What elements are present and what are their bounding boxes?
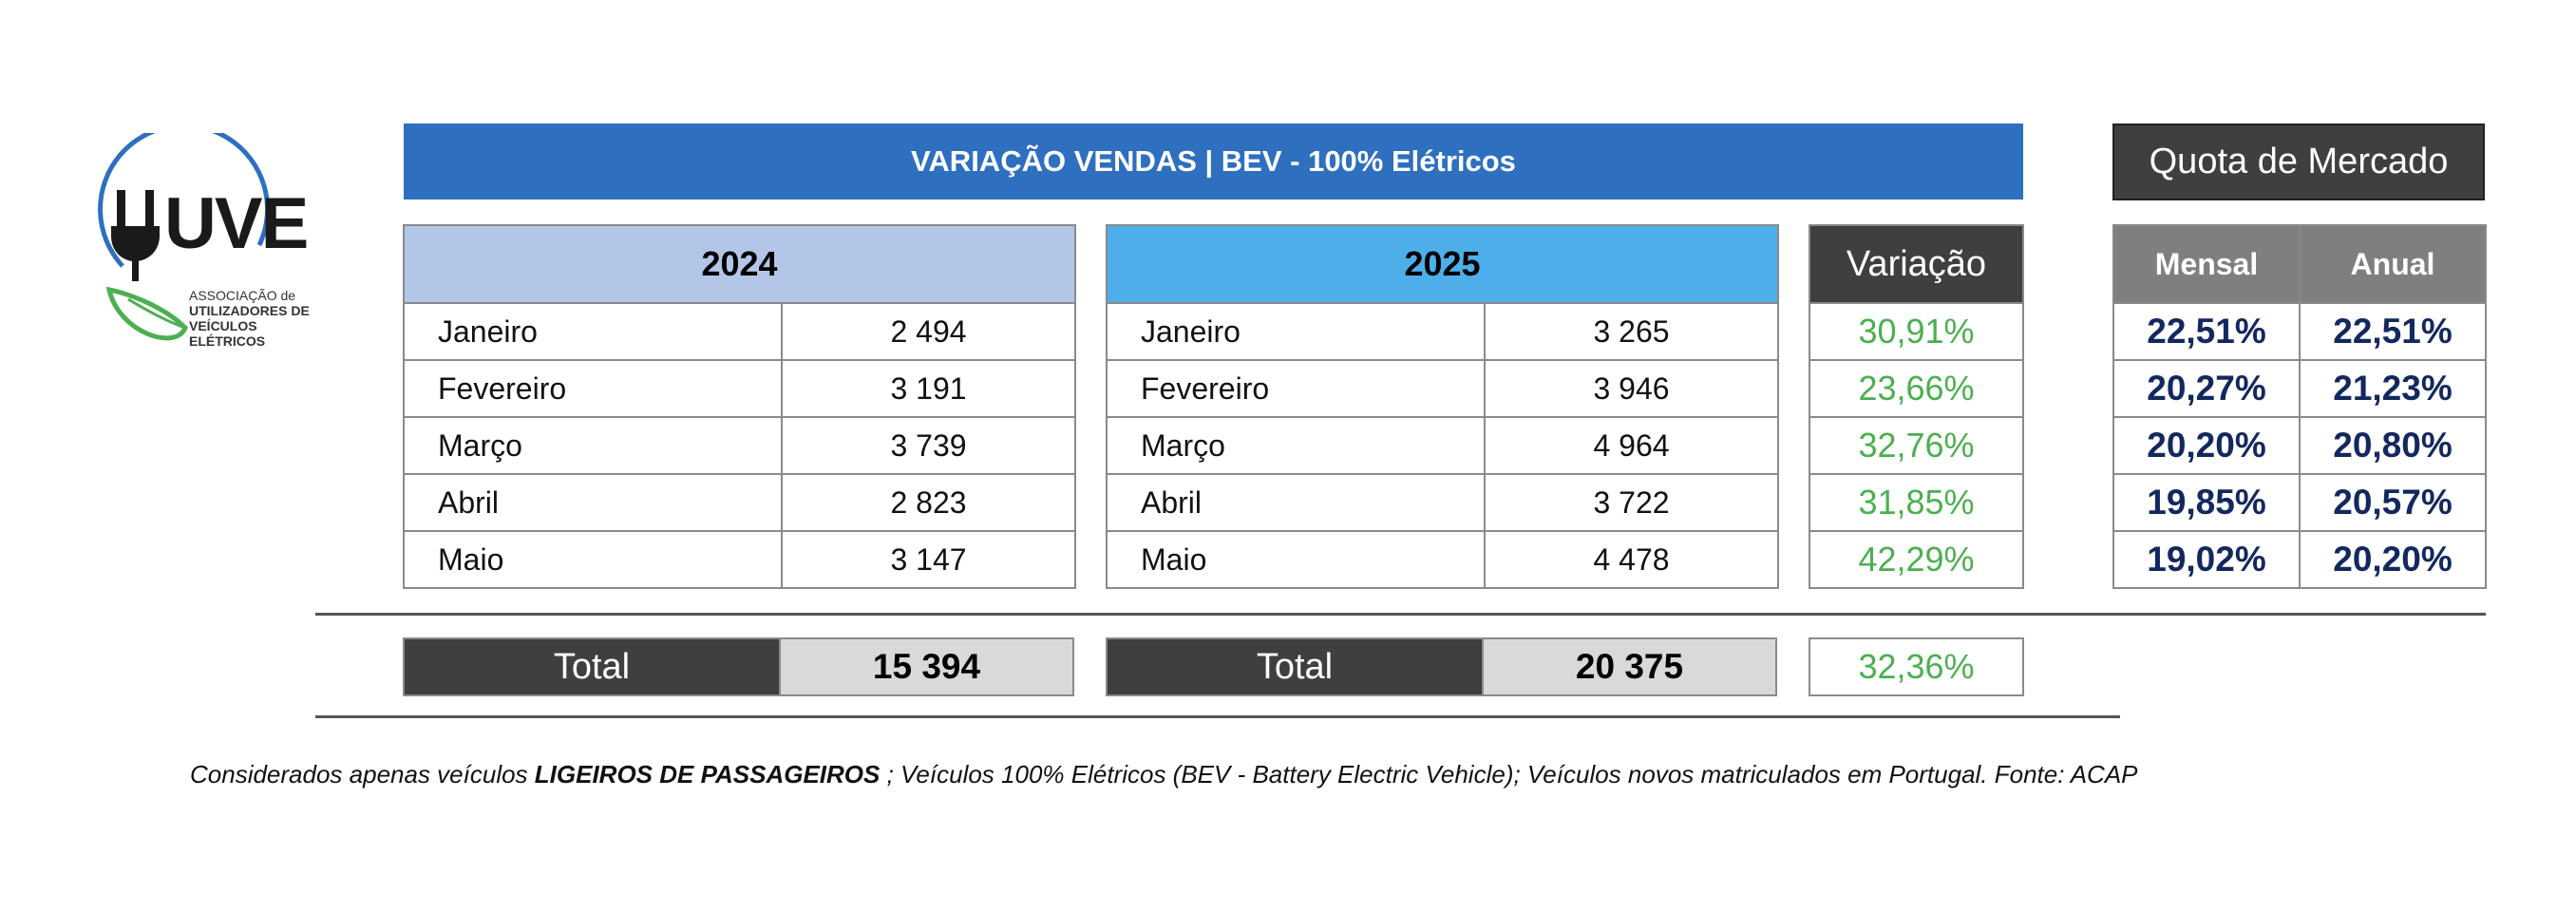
table-row: 42,29% (1809, 530, 2024, 589)
quota-anual-cell: 20,57% (2299, 473, 2487, 532)
table-row: 20,27% 21,23% (2112, 359, 2487, 418)
separator-top (315, 613, 2486, 616)
month-cell: Março (1106, 416, 1486, 475)
month-cell: Maio (403, 530, 783, 589)
month-cell: Fevereiro (1106, 359, 1486, 418)
table-2024: 2024 Janeiro 2 494 Fevereiro 3 191 Março 3 … (403, 224, 1076, 589)
table-2025: 2025 Janeiro 3 265 Fevereiro 3 946 Março 4 … (1106, 224, 1779, 589)
table-row: 31,85% (1809, 473, 2024, 532)
table-row: 19,02% 20,20% (2112, 530, 2487, 589)
total-2025-label: Total (1106, 637, 1484, 696)
variation-header: Variação (1809, 224, 2024, 304)
table-row: 20,20% 20,80% (2112, 416, 2487, 475)
value-cell: 4 478 (1484, 530, 1779, 589)
month-cell: Maio (1106, 530, 1486, 589)
footnote-suffix: ; Veículos 100% Elétricos (BEV - Battery… (880, 760, 2138, 788)
variation-cell: 42,29% (1809, 530, 2024, 589)
total-2025-value: 20 375 (1484, 637, 1777, 696)
footnote-bold: LIGEIROS DE PASSAGEIROS (534, 760, 881, 788)
footnote-prefix: Considerados apenas veículos (190, 760, 535, 788)
quota-mensal-cell: 20,20% (2112, 416, 2301, 475)
page-title: VARIAÇÃO VENDAS | BEV - 100% Elétricos (404, 124, 2023, 200)
variation-table: Variação 30,91% 23,66% 32,76% 31,85% 42,… (1809, 224, 2024, 589)
quota-title: Quota de Mercado (2112, 124, 2485, 200)
month-cell: Janeiro (1106, 302, 1486, 361)
table-row: 22,51% 22,51% (2112, 302, 2487, 361)
value-cell: 3 722 (1484, 473, 1779, 532)
table-row: 30,91% (1809, 302, 2024, 361)
table-row: Abril 2 823 (403, 473, 1076, 532)
total-2024-value: 15 394 (781, 637, 1074, 696)
quota-table: Mensal Anual 22,51% 22,51% 20,27% 21,23% 2… (2112, 224, 2487, 589)
header-2025: 2025 (1106, 224, 1779, 304)
table-row: Abril 3 722 (1106, 473, 1779, 532)
month-cell: Abril (403, 473, 783, 532)
uve-logo: UVE ASSOCIAÇÃO de UTILIZADORES DE VEÍCUL… (90, 123, 328, 361)
table-row: Janeiro 2 494 (403, 302, 1076, 361)
quota-anual-cell: 20,80% (2299, 416, 2487, 475)
value-cell: 2 494 (781, 302, 1076, 361)
table-row: Março 3 739 (403, 416, 1076, 475)
quota-mensal-cell: 22,51% (2112, 302, 2301, 361)
month-cell: Fevereiro (403, 359, 783, 418)
value-cell: 3 265 (1484, 302, 1779, 361)
month-cell: Abril (1106, 473, 1486, 532)
total-variation: 32,36% (1809, 637, 2024, 696)
table-row: 32,76% (1809, 416, 2024, 475)
logo-line-2: UTILIZADORES DE (189, 303, 310, 318)
table-row: 19,85% 20,57% (2112, 473, 2487, 532)
value-cell: 3 191 (781, 359, 1076, 418)
table-row: 23,66% (1809, 359, 2024, 418)
separator-bottom (315, 715, 2120, 718)
table-row: Fevereiro 3 946 (1106, 359, 1779, 418)
quota-anual-cell: 22,51% (2299, 302, 2487, 361)
value-cell: 3 147 (781, 530, 1076, 589)
value-cell: 3 739 (781, 416, 1076, 475)
quota-mensal-cell: 19,02% (2112, 530, 2301, 589)
quota-anual-cell: 20,20% (2299, 530, 2487, 589)
logo-line-3: VEÍCULOS ELÉTRICOS (189, 318, 266, 349)
quota-header-anual: Anual (2299, 224, 2487, 304)
month-cell: Janeiro (403, 302, 783, 361)
value-cell: 4 964 (1484, 416, 1779, 475)
quota-header-mensal: Mensal (2112, 224, 2301, 304)
variation-cell: 31,85% (1809, 473, 2024, 532)
value-cell: 2 823 (781, 473, 1076, 532)
logo-mark: UVE (164, 183, 309, 264)
month-cell: Março (403, 416, 783, 475)
variation-cell: 30,91% (1809, 302, 2024, 361)
value-cell: 3 946 (1484, 359, 1779, 418)
quota-mensal-cell: 19,85% (2112, 473, 2301, 532)
header-2024: 2024 (403, 224, 1076, 304)
variation-cell: 32,76% (1809, 416, 2024, 475)
quota-anual-cell: 21,23% (2299, 359, 2487, 418)
footnote: Considerados apenas veículos LIGEIROS DE… (190, 760, 2138, 789)
table-row: Fevereiro 3 191 (403, 359, 1076, 418)
table-row: Janeiro 3 265 (1106, 302, 1779, 361)
logo-line-1: ASSOCIAÇÃO de (189, 288, 296, 303)
quota-mensal-cell: 20,27% (2112, 359, 2301, 418)
variation-cell: 23,66% (1809, 359, 2024, 418)
table-row: Março 4 964 (1106, 416, 1779, 475)
uve-plug-icon (98, 123, 271, 341)
total-2024-label: Total (403, 637, 781, 696)
table-row: Maio 3 147 (403, 530, 1076, 589)
table-row: Maio 4 478 (1106, 530, 1779, 589)
